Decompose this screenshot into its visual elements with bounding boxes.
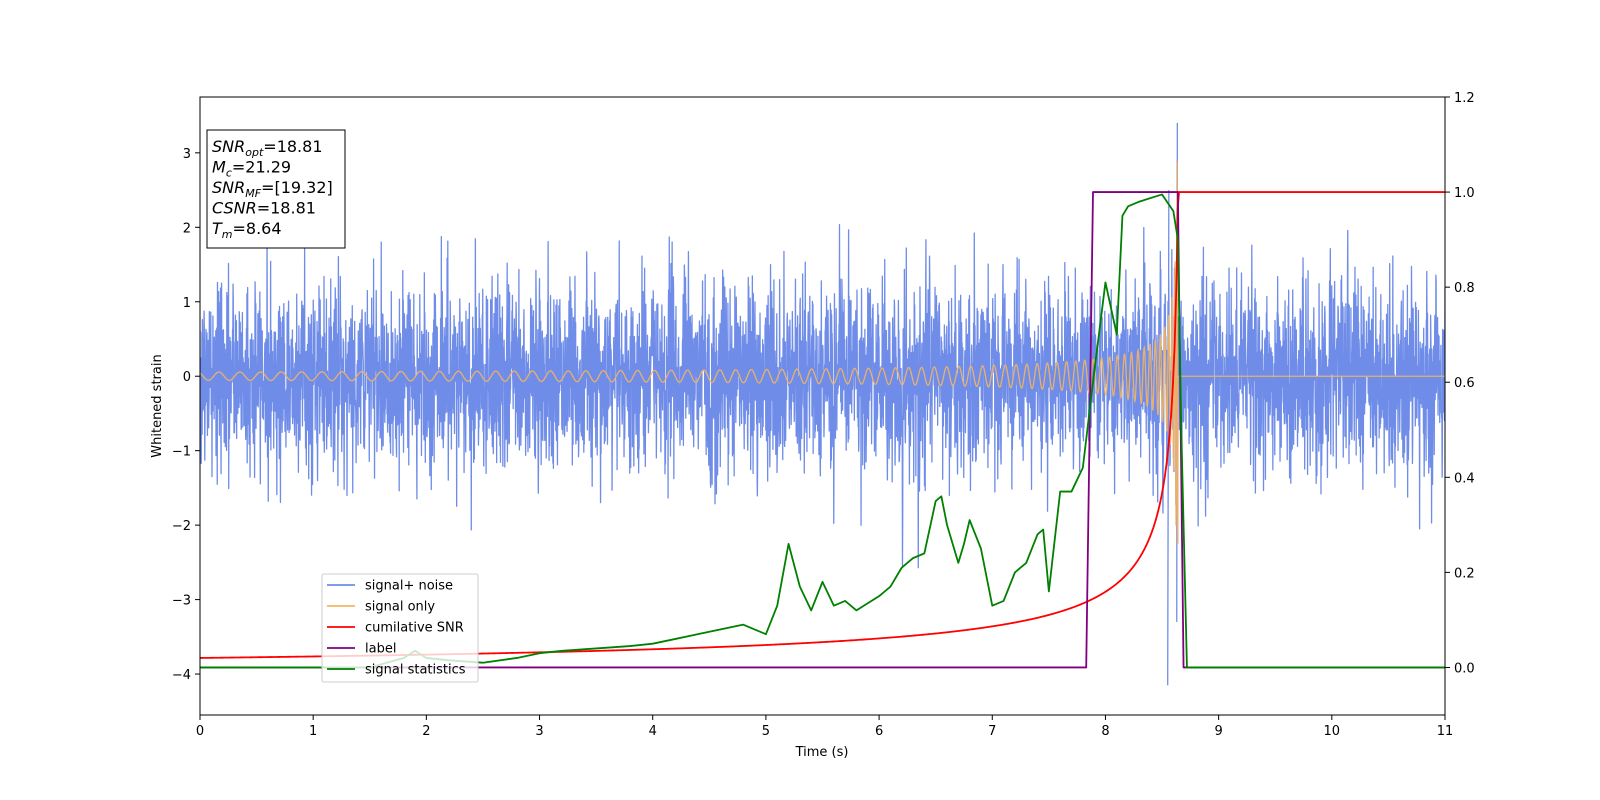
series-signal-only [200, 161, 1445, 545]
x-tick-label: 8 [1101, 724, 1109, 739]
axes: 0 1 2 3 4 5 6 7 8 9 10 11 −4 −3 −2 −1 0 1 2 3 0.0 0.2 0.4 0.6 0.… [172, 91, 1475, 739]
y-tick-label: 0 [183, 370, 191, 385]
x-tick-label: 1 [309, 724, 317, 739]
y-tick-label: −2 [172, 519, 191, 534]
x-tick-label: 9 [1214, 724, 1222, 739]
y-tick-label: 1 [183, 296, 191, 311]
info-box-frame [206, 129, 346, 249]
y-tick-label: 2 [183, 221, 191, 236]
y2-tick-label: 0.0 [1454, 661, 1475, 676]
legend-entry: cumilative SNR [365, 621, 464, 636]
x-tick-label: 2 [422, 724, 430, 739]
info-line: Mc=21.29 [212, 158, 291, 180]
x-tick-label: 7 [988, 724, 996, 739]
y-tick-label: −4 [172, 668, 191, 683]
y2-tick-label: 1.2 [1454, 91, 1475, 106]
y-tick-label: 3 [183, 147, 191, 162]
y2-tick-label: 0.6 [1454, 376, 1475, 391]
y-tick-label: −1 [172, 445, 191, 460]
y-axis-label: Whitened strain [150, 354, 165, 457]
legend-frame [321, 573, 479, 683]
y2-tick-label: 1.0 [1454, 186, 1475, 201]
x-tick-label: 6 [875, 724, 883, 739]
info-line: CSNR=18.81 [212, 199, 316, 218]
y2-tick-label: 0.2 [1454, 566, 1475, 581]
x-tick-label: 0 [196, 724, 204, 739]
info-line: SNRopt=18.81 [212, 137, 323, 159]
info-box: SNRopt=18.81Mc=21.29SNRMF=[19.32]CSNR=18… [206, 129, 346, 249]
x-tick-label: 10 [1324, 724, 1341, 739]
info-line: Tm=8.64 [212, 219, 282, 241]
x-axis-label: Time (s) [795, 745, 849, 760]
y2-tick-label: 0.4 [1454, 471, 1475, 486]
x-tick-label: 3 [535, 724, 543, 739]
legend-entry: label [365, 642, 396, 657]
info-line: SNRMF=[19.32] [212, 178, 333, 200]
legend: signal+ noise signal only cumilative SNR la… [321, 573, 479, 683]
y-tick-label: −3 [172, 594, 191, 609]
plot-frame [199, 96, 1446, 716]
x-tick-label: 11 [1437, 724, 1454, 739]
legend-entry: signal statistics [365, 663, 466, 678]
y2-tick-label: 0.8 [1454, 281, 1475, 296]
x-tick-label: 4 [649, 724, 657, 739]
legend-entry: signal+ noise [365, 579, 453, 594]
legend-entry: signal only [365, 600, 435, 615]
x-tick-label: 5 [762, 724, 770, 739]
series-signal-statistics [200, 193, 1445, 669]
